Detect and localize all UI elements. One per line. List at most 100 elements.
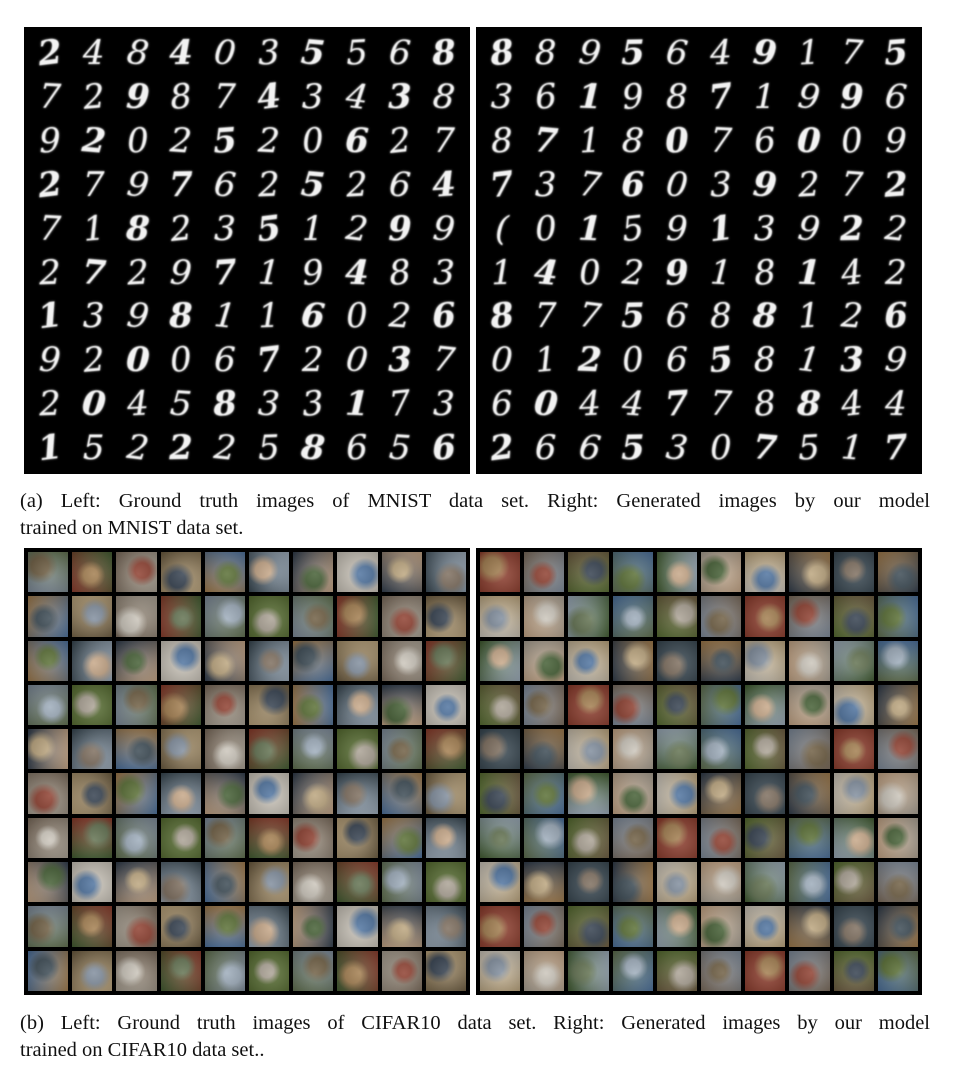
- digit-cell: 9: [388, 208, 413, 249]
- digit-cell: 5: [82, 428, 105, 469]
- image-thumbnail: [656, 862, 697, 903]
- digit-cell: 3: [840, 340, 865, 381]
- digit-cell: 6: [299, 295, 327, 338]
- digit-cell: 9: [795, 75, 822, 119]
- digit-cell: 1: [795, 252, 822, 293]
- digit-cell: 8: [487, 31, 517, 75]
- image-thumbnail: [249, 684, 290, 726]
- digit-cell: 3: [257, 383, 281, 425]
- image-thumbnail: [425, 729, 466, 770]
- image-thumbnail: [789, 862, 830, 903]
- digit-cell: 7: [169, 164, 194, 205]
- image-thumbnail: [833, 817, 874, 859]
- image-thumbnail: [833, 684, 874, 726]
- digit-cell: 2: [169, 427, 194, 469]
- image-thumbnail: [877, 684, 918, 726]
- image-thumbnail: [480, 552, 521, 593]
- image-thumbnail: [656, 596, 697, 637]
- digit-cell: 7: [82, 164, 105, 205]
- image-thumbnail: [745, 817, 786, 859]
- image-thumbnail: [745, 684, 786, 726]
- image-thumbnail: [337, 950, 378, 991]
- digit-cell: 7: [840, 163, 865, 206]
- caption-line: trained on MNIST data set.: [20, 517, 244, 539]
- image-thumbnail: [701, 552, 742, 593]
- digit-cell: 0: [795, 120, 822, 162]
- digit-cell: 2: [883, 207, 909, 250]
- digit-cell: 8: [665, 76, 689, 118]
- image-thumbnail: [293, 773, 334, 814]
- image-thumbnail: [381, 817, 422, 859]
- image-thumbnail: [204, 640, 245, 681]
- digit-cell: 6: [882, 295, 910, 338]
- digit-cell: 8: [709, 295, 733, 337]
- image-thumbnail: [116, 817, 157, 859]
- digit-cell: 2: [388, 295, 413, 338]
- image-thumbnail: [612, 862, 653, 903]
- image-thumbnail: [204, 684, 245, 726]
- digit-cell: 0: [490, 339, 514, 381]
- digit-cell: 5: [257, 427, 281, 469]
- digit-cell: 4: [839, 383, 866, 426]
- image-thumbnail: [568, 552, 609, 593]
- digit-cell: 2: [81, 75, 107, 118]
- image-thumbnail: [28, 684, 69, 726]
- digit-cell: 0: [663, 119, 691, 162]
- image-thumbnail: [28, 862, 69, 903]
- image-thumbnail: [204, 773, 245, 814]
- digit-cell: 1: [796, 32, 821, 74]
- image-thumbnail: [656, 906, 697, 947]
- digit-cell: 1: [35, 295, 65, 338]
- image-thumbnail: [480, 817, 521, 859]
- image-thumbnail: [116, 552, 157, 593]
- digit-cell: 4: [430, 163, 458, 206]
- image-thumbnail: [160, 817, 201, 859]
- image-thumbnail: [524, 817, 565, 859]
- digit-cell: 6: [665, 340, 689, 381]
- digit-cell: 1: [212, 295, 238, 338]
- digit-cell: 4: [884, 383, 908, 425]
- image-thumbnail: [612, 906, 653, 947]
- digit-cell: 3: [664, 427, 690, 470]
- image-thumbnail: [789, 640, 830, 681]
- digit-cell: 4: [169, 32, 194, 74]
- digit-cell: 3: [82, 296, 105, 337]
- digit-cell: 8: [124, 31, 151, 75]
- digit-cell: 7: [38, 76, 62, 118]
- digit-cell: 7: [213, 76, 237, 118]
- digit-cell: 9: [124, 76, 151, 118]
- digit-cell: 0: [300, 119, 326, 162]
- image-thumbnail: [28, 596, 69, 637]
- digit-cell: 5: [211, 119, 239, 162]
- image-thumbnail: [877, 552, 918, 593]
- digit-cell: 1: [35, 426, 65, 470]
- digit-cell: 8: [753, 340, 776, 381]
- digit-cell: 7: [431, 339, 457, 382]
- digit-cell: 2: [387, 119, 414, 162]
- digit-cell: 3: [432, 252, 456, 293]
- digit-cell: 1: [533, 339, 559, 382]
- digit-cell: 1: [257, 295, 281, 337]
- image-thumbnail: [249, 862, 290, 903]
- digit-cell: 3: [388, 76, 413, 118]
- image-thumbnail: [524, 773, 565, 814]
- digit-cell: 7: [709, 120, 733, 162]
- image-thumbnail: [204, 729, 245, 770]
- image-thumbnail: [249, 773, 290, 814]
- digit-cell: 2: [81, 339, 107, 382]
- digit-cell: 3: [388, 340, 413, 381]
- image-thumbnail: [337, 596, 378, 637]
- image-thumbnail: [204, 950, 245, 991]
- image-grid: [28, 552, 466, 991]
- image-thumbnail: [877, 950, 918, 991]
- digit-cell: 2: [576, 339, 603, 381]
- digit-cell: 8: [387, 251, 414, 294]
- image-thumbnail: [160, 640, 201, 681]
- digit-cell: 2: [35, 31, 65, 75]
- image-thumbnail: [249, 817, 290, 859]
- digit-cell: 9: [751, 31, 779, 74]
- digit-cell: 1: [840, 427, 865, 469]
- digit-cell: 6: [388, 32, 413, 74]
- image-thumbnail: [72, 729, 113, 770]
